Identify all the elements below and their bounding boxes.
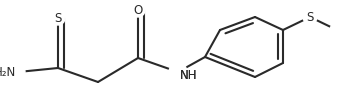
Text: O: O — [133, 4, 143, 16]
Circle shape — [330, 23, 337, 37]
Text: S: S — [54, 11, 62, 25]
Circle shape — [11, 65, 25, 79]
Text: S: S — [306, 10, 314, 24]
Circle shape — [51, 11, 65, 25]
Text: NH: NH — [180, 69, 197, 82]
Circle shape — [169, 63, 187, 81]
Circle shape — [303, 10, 317, 24]
Text: NH: NH — [180, 69, 197, 82]
Text: H₂N: H₂N — [0, 65, 16, 79]
Circle shape — [131, 3, 145, 17]
Circle shape — [171, 65, 185, 79]
